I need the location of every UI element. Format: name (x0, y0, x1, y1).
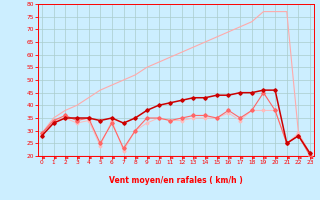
X-axis label: Vent moyen/en rafales ( km/h ): Vent moyen/en rafales ( km/h ) (109, 176, 243, 185)
